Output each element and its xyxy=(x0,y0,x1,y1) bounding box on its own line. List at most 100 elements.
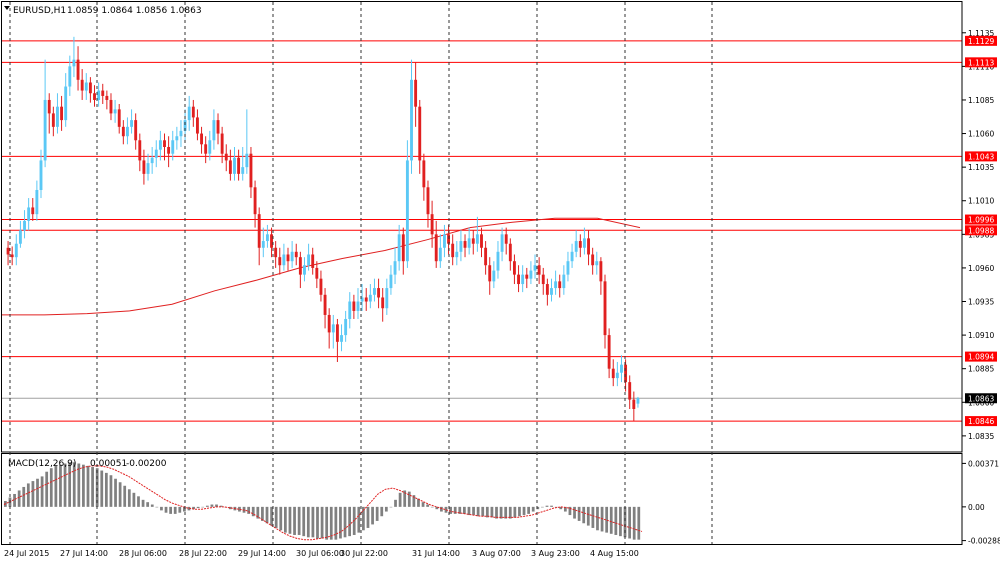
macd-histogram-bar xyxy=(472,506,475,516)
candle-body xyxy=(393,261,397,275)
macd-histogram-bar xyxy=(251,506,255,517)
candle-body xyxy=(558,281,562,289)
macd-histogram-bar xyxy=(77,463,81,507)
price-axis-label: 1.0935 xyxy=(968,298,994,307)
candle-body xyxy=(286,254,290,262)
macd-histogram-bar xyxy=(261,506,264,521)
candle-body xyxy=(628,382,632,400)
time-axis-label: 30 Jul 22:00 xyxy=(340,549,388,558)
candle-body xyxy=(438,247,442,262)
candle-body xyxy=(574,241,578,252)
macd-histogram-bar xyxy=(256,506,260,519)
macd-histogram-bar xyxy=(527,506,531,514)
macd-histogram-bar xyxy=(279,506,283,531)
candle-body xyxy=(529,270,533,279)
dropdown-icon[interactable] xyxy=(4,6,10,10)
macd-histogram-bar xyxy=(320,506,324,539)
candle-body xyxy=(331,324,335,333)
candle-body xyxy=(245,153,249,168)
macd-histogram-bar xyxy=(426,504,430,507)
candle-body xyxy=(467,238,471,248)
macd-histogram-bar xyxy=(109,475,113,507)
candle-body xyxy=(249,153,253,188)
macd-histogram-bar xyxy=(316,506,319,539)
price-axis-label: 1.1060 xyxy=(968,130,994,139)
candle-body xyxy=(97,90,101,100)
macd-histogram-bar xyxy=(283,506,287,533)
macd-histogram-bar xyxy=(183,506,186,512)
level-price-tag xyxy=(965,351,997,362)
candle-body xyxy=(290,251,294,262)
macd-histogram-bar xyxy=(398,492,402,507)
moving-average-line xyxy=(2,217,641,316)
macd-histogram-bar xyxy=(407,491,411,507)
macd-histogram-bar xyxy=(13,493,16,507)
macd-histogram-bar xyxy=(155,506,159,508)
candle-body xyxy=(447,234,451,244)
candle-body xyxy=(624,364,628,383)
macd-histogram-bar xyxy=(127,489,131,507)
candle-body xyxy=(463,241,467,248)
candle-body xyxy=(311,254,315,268)
macd-histogram-bar xyxy=(238,506,241,512)
macd-histogram-bar xyxy=(605,506,609,533)
macd-histogram-bar xyxy=(586,506,590,526)
candle-body xyxy=(183,120,187,131)
candle-body xyxy=(554,281,558,289)
candle-body xyxy=(191,106,195,118)
candle-body xyxy=(204,144,208,154)
macd-value-2: -0.00200 xyxy=(126,459,167,469)
macd-histogram-bar xyxy=(573,506,576,519)
candle-body xyxy=(508,243,512,262)
candle-body xyxy=(88,82,92,94)
macd-histogram-bar xyxy=(293,506,296,535)
candle-body xyxy=(200,133,203,145)
candle-body xyxy=(632,399,636,410)
macd-histogram-bar xyxy=(339,506,342,539)
level-price-tag xyxy=(965,35,997,46)
candle-body xyxy=(35,189,39,215)
candle-body xyxy=(422,160,426,188)
candle-body xyxy=(294,251,298,258)
macd-histogram-bar xyxy=(596,506,599,531)
candle-body xyxy=(480,234,483,248)
time-axis-label: 28 Jul 22:00 xyxy=(179,549,227,558)
candle-body xyxy=(195,117,199,134)
price-axis-label: 1.1135 xyxy=(968,29,994,38)
candle-body xyxy=(274,247,278,258)
macd-histogram-bar xyxy=(389,506,393,508)
macd-histogram-bar xyxy=(54,465,58,507)
level-price-label: 1.0988 xyxy=(968,226,994,235)
macd-histogram-bar xyxy=(499,506,503,519)
candle-body xyxy=(270,234,273,248)
macd-histogram-bar xyxy=(173,506,177,514)
price-axis-label: 1.0885 xyxy=(968,365,994,374)
price-axis-label: 1.0910 xyxy=(968,331,994,340)
candle-body xyxy=(179,130,183,137)
candle-body xyxy=(340,335,343,342)
current-price-label: 1.0863 xyxy=(968,394,994,403)
macd-pane xyxy=(3,462,643,541)
candle-body xyxy=(578,241,582,248)
macd-histogram-bar xyxy=(228,506,232,510)
candle-body xyxy=(373,288,376,295)
candle-body xyxy=(348,301,352,319)
candle-body xyxy=(484,247,488,266)
macd-histogram-bar xyxy=(160,506,163,511)
candle-body xyxy=(51,113,55,127)
candle-body xyxy=(525,274,529,279)
macd-histogram-bar xyxy=(192,506,195,510)
macd-histogram-bar xyxy=(45,471,49,507)
price-axis-label: 1.1085 xyxy=(968,96,994,105)
macd-histogram-bar xyxy=(430,506,434,508)
candle-body xyxy=(43,99,47,161)
macd-histogram-bar xyxy=(68,462,72,507)
candle-body xyxy=(401,234,405,262)
candle-body xyxy=(426,187,430,215)
macd-histogram-bar xyxy=(343,506,347,538)
macd-histogram-bar xyxy=(495,506,498,519)
candle-body xyxy=(607,335,611,369)
time-axis-label: 29 Jul 14:00 xyxy=(238,549,286,558)
candle-body xyxy=(142,160,146,174)
candle-body xyxy=(620,364,623,373)
